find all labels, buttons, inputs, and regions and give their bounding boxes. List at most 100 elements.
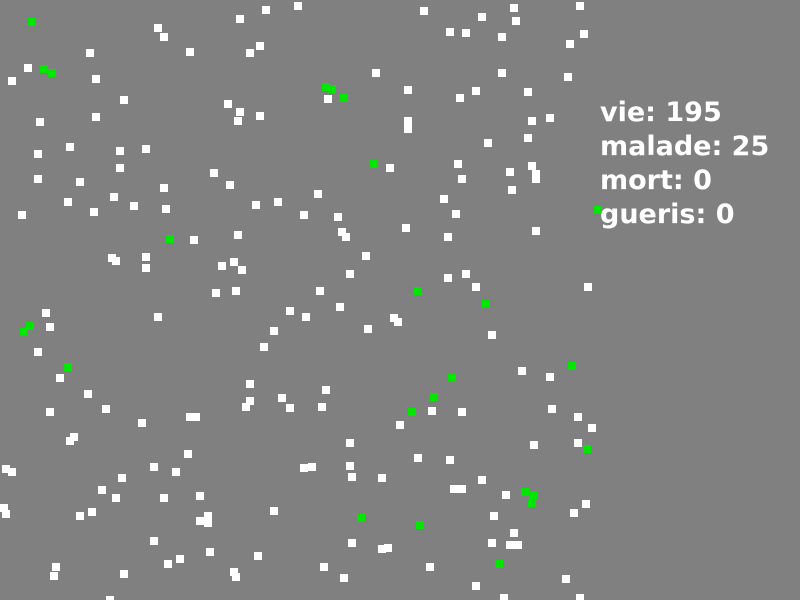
healthy-person bbox=[488, 331, 496, 339]
healthy-person bbox=[580, 30, 588, 38]
healthy-person bbox=[576, 2, 584, 10]
healthy-person bbox=[36, 118, 44, 126]
healthy-person bbox=[528, 162, 536, 170]
healthy-person bbox=[348, 539, 356, 547]
healthy-person bbox=[192, 413, 200, 421]
gueris-value: 0 bbox=[715, 199, 735, 230]
healthy-person bbox=[502, 491, 510, 499]
healthy-person bbox=[210, 169, 218, 177]
healthy-person bbox=[92, 113, 100, 121]
healthy-person bbox=[246, 397, 254, 405]
healthy-person bbox=[506, 168, 514, 176]
healthy-person bbox=[120, 96, 128, 104]
healthy-person bbox=[2, 510, 10, 518]
healthy-person bbox=[84, 390, 92, 398]
healthy-person bbox=[186, 48, 194, 56]
healthy-person bbox=[318, 403, 326, 411]
healthy-person bbox=[300, 464, 308, 472]
healthy-person bbox=[52, 563, 60, 571]
healthy-person bbox=[24, 64, 32, 72]
healthy-person bbox=[570, 509, 578, 517]
healthy-person bbox=[484, 139, 492, 147]
healthy-person bbox=[66, 437, 74, 445]
healthy-person bbox=[394, 318, 402, 326]
healthy-person bbox=[444, 233, 452, 241]
healthy-person bbox=[90, 208, 98, 216]
healthy-person bbox=[322, 386, 330, 394]
healthy-person bbox=[184, 450, 192, 458]
stat-malade: malade: 25 bbox=[600, 130, 769, 164]
healthy-person bbox=[450, 485, 458, 493]
healthy-person bbox=[224, 100, 232, 108]
healthy-person bbox=[348, 473, 356, 481]
healthy-person bbox=[176, 555, 184, 563]
healthy-person bbox=[378, 474, 386, 482]
healthy-person bbox=[286, 404, 294, 412]
healthy-person bbox=[490, 512, 498, 520]
sick-person bbox=[521, 488, 529, 496]
sick-person bbox=[322, 83, 330, 91]
healthy-person bbox=[294, 2, 302, 10]
healthy-person bbox=[338, 228, 346, 236]
healthy-person bbox=[206, 548, 214, 556]
stat-vie: vie: 195 bbox=[600, 96, 769, 130]
healthy-person bbox=[404, 117, 412, 125]
healthy-person bbox=[472, 283, 480, 291]
healthy-person bbox=[458, 408, 466, 416]
healthy-person bbox=[336, 303, 344, 311]
vie-value: 195 bbox=[665, 97, 722, 128]
healthy-person bbox=[34, 348, 42, 356]
healthy-person bbox=[462, 270, 470, 278]
healthy-person bbox=[506, 541, 514, 549]
healthy-person bbox=[232, 287, 240, 295]
healthy-person bbox=[396, 421, 404, 429]
healthy-person bbox=[512, 17, 520, 25]
healthy-person bbox=[66, 143, 74, 151]
sick-person bbox=[529, 491, 537, 499]
healthy-person bbox=[262, 6, 270, 14]
healthy-person bbox=[46, 408, 54, 416]
healthy-person bbox=[230, 568, 238, 576]
healthy-person bbox=[138, 419, 146, 427]
mort-label: mort: bbox=[600, 165, 684, 196]
healthy-person bbox=[362, 252, 370, 260]
healthy-person bbox=[452, 210, 460, 218]
sick-person bbox=[430, 393, 438, 401]
healthy-person bbox=[314, 190, 322, 198]
healthy-person bbox=[8, 468, 16, 476]
healthy-person bbox=[488, 539, 496, 547]
healthy-person bbox=[342, 233, 350, 241]
sick-person bbox=[340, 94, 348, 102]
sick-person bbox=[568, 362, 576, 370]
healthy-person bbox=[154, 24, 162, 32]
healthy-person bbox=[232, 573, 240, 581]
healthy-person bbox=[142, 145, 150, 153]
healthy-person bbox=[246, 49, 254, 57]
healthy-person bbox=[378, 545, 386, 553]
healthy-person bbox=[160, 184, 168, 192]
healthy-person bbox=[420, 7, 428, 15]
healthy-person bbox=[64, 198, 72, 206]
healthy-person bbox=[346, 270, 354, 278]
sick-person bbox=[495, 560, 503, 568]
healthy-person bbox=[472, 87, 480, 95]
healthy-person bbox=[46, 323, 54, 331]
healthy-person bbox=[524, 134, 532, 142]
healthy-person bbox=[478, 13, 486, 21]
healthy-person bbox=[546, 373, 554, 381]
healthy-person bbox=[116, 147, 124, 155]
healthy-person bbox=[160, 494, 168, 502]
healthy-person bbox=[584, 283, 592, 291]
malade-value: 25 bbox=[731, 131, 770, 162]
healthy-person bbox=[530, 441, 538, 449]
healthy-person bbox=[230, 258, 238, 266]
healthy-person bbox=[130, 202, 138, 210]
sick-person bbox=[328, 85, 336, 93]
healthy-person bbox=[88, 508, 96, 516]
healthy-person bbox=[50, 572, 58, 580]
healthy-person bbox=[190, 236, 198, 244]
healthy-person bbox=[562, 575, 570, 583]
healthy-person bbox=[112, 494, 120, 502]
healthy-person bbox=[518, 367, 526, 375]
healthy-person bbox=[456, 94, 464, 102]
